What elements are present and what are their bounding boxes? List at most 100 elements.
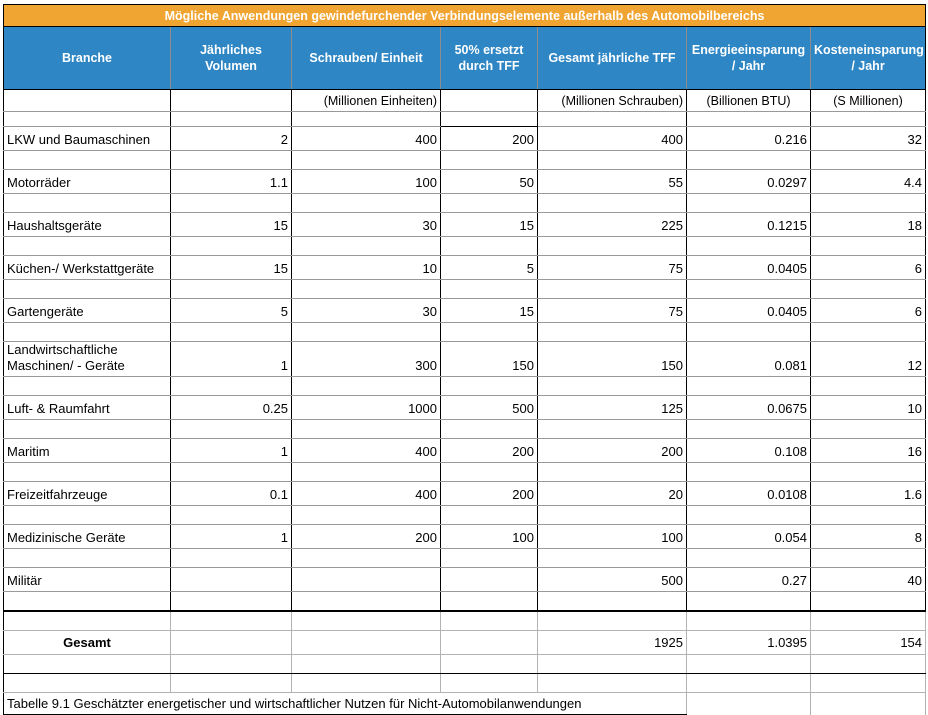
value-cell: 400 — [291, 438, 441, 463]
spacer-cell — [170, 279, 292, 299]
branche-cell: Haushaltsgeräte — [3, 212, 171, 237]
value-cell: 50 — [440, 169, 538, 194]
value-cell: 0.0297 — [686, 169, 811, 194]
spacer-cell — [291, 591, 441, 612]
spacer-row — [3, 322, 927, 342]
branche-cell: Luft- & Raumfahrt — [3, 395, 171, 420]
value-cell: 0.0405 — [686, 255, 811, 280]
value-cell: 150 — [440, 341, 538, 377]
spacer-cell — [291, 322, 441, 342]
spacer-cell — [291, 419, 441, 439]
column-header-branche: Branche — [3, 26, 171, 90]
value-cell: 400 — [291, 481, 441, 506]
spacer-cell — [537, 462, 687, 482]
spacer-cell — [686, 654, 811, 674]
spacer-cell — [291, 548, 441, 568]
spacer-cell — [686, 591, 811, 612]
units-cell-einheiten: (Millionen Einheiten) — [291, 89, 441, 112]
value-cell — [440, 567, 538, 592]
value-cell: 200 — [291, 524, 441, 549]
spacer-row-black-divider — [3, 654, 927, 674]
spacer-cell — [809, 279, 927, 299]
value-cell: 5 — [440, 255, 538, 280]
spacer-cell — [686, 150, 811, 170]
spacer-cell — [537, 591, 687, 612]
spacer-cell — [3, 236, 171, 256]
spacer-cell — [440, 611, 538, 631]
value-cell: 6 — [809, 255, 927, 280]
branche-cell: Freizeitfahrzeuge — [3, 481, 171, 506]
table-row: Landwirtschaftliche Maschinen/ - Geräte 1… — [3, 341, 927, 377]
caption-row: Tabelle 9.1 Geschätzter energetischer un… — [3, 692, 927, 715]
branche-cell: Militär — [3, 567, 171, 592]
spacer-cell — [170, 111, 292, 127]
value-cell: 18 — [809, 212, 927, 237]
branche-cell: Medizinische Geräte — [3, 524, 171, 549]
column-header-energie: Energieeinsparung / Jahr — [686, 26, 811, 90]
value-cell: 5 — [170, 298, 292, 323]
spacer-row — [3, 505, 927, 525]
value-cell: 15 — [440, 298, 538, 323]
table-title: Mögliche Anwendungen gewindefurchender V… — [2, 4, 927, 27]
spacer-cell — [440, 654, 538, 674]
spacer-cell — [809, 419, 927, 439]
table-row: Maritim 1 400 200 200 0.108 16 — [3, 438, 927, 463]
spacer-cell — [686, 376, 811, 396]
value-cell: 0.054 — [686, 524, 811, 549]
table-row: Haushaltsgeräte 15 30 15 225 0.1215 18 — [3, 212, 927, 237]
spacer-cell — [440, 462, 538, 482]
total-value-cell — [170, 630, 292, 655]
spacer-cell — [440, 193, 538, 213]
table-row: Freizeitfahrzeuge 0.1 400 200 20 0.0108 1.6 — [3, 481, 927, 506]
spacer-cell — [291, 279, 441, 299]
column-header-kosten: Kosteneinsparung / Jahr — [809, 26, 927, 90]
value-cell: 15 — [170, 212, 292, 237]
spacer-cell — [3, 673, 171, 693]
units-cell — [3, 89, 171, 112]
spacer-cell — [686, 419, 811, 439]
spacer-cell — [686, 236, 811, 256]
spacer-cell — [537, 548, 687, 568]
spacer-cell — [170, 505, 292, 525]
spacer-cell — [537, 236, 687, 256]
table-row: LKW und Baumaschinen 2 400 200 400 0.216 32 — [3, 126, 927, 151]
value-cell: 75 — [537, 298, 687, 323]
value-cell: 20 — [537, 481, 687, 506]
value-cell: 500 — [440, 395, 538, 420]
spacer-cell — [809, 673, 927, 693]
caption-side-cell — [686, 692, 811, 715]
value-cell: 200 — [537, 438, 687, 463]
spacer-cell — [170, 193, 292, 213]
spacer-cell — [537, 611, 687, 631]
spacer-cell — [170, 462, 292, 482]
spacer-cell — [686, 462, 811, 482]
spacer-cell — [537, 419, 687, 439]
column-header-schrauben: Schrauben/ Einheit — [291, 26, 441, 90]
spacer-cell — [291, 193, 441, 213]
spacer-cell — [440, 673, 538, 693]
value-cell: 200 — [440, 126, 538, 151]
spacer-row — [3, 611, 927, 631]
spacer-cell — [440, 548, 538, 568]
spacer-cell — [170, 673, 292, 693]
value-cell: 30 — [291, 298, 441, 323]
value-cell: 1000 — [291, 395, 441, 420]
spacer-cell — [291, 150, 441, 170]
spacer-cell — [809, 505, 927, 525]
value-cell: 100 — [291, 169, 441, 194]
table-row: Gartengeräte 5 30 15 75 0.0405 6 — [3, 298, 927, 323]
spacer-cell — [3, 150, 171, 170]
spacer-cell — [537, 150, 687, 170]
spacer-cell — [170, 591, 292, 612]
spacer-cell — [170, 322, 292, 342]
value-cell: 12 — [809, 341, 927, 377]
branche-cell: LKW und Baumaschinen — [3, 126, 171, 151]
value-cell: 400 — [291, 126, 441, 151]
spacer-row — [3, 376, 927, 396]
value-cell: 10 — [809, 395, 927, 420]
spacer-row — [3, 462, 927, 482]
value-cell: 300 — [291, 341, 441, 377]
units-cell-btu: (Billionen BTU) — [686, 89, 811, 112]
total-value-cell — [440, 630, 538, 655]
spacer-cell — [3, 611, 171, 631]
